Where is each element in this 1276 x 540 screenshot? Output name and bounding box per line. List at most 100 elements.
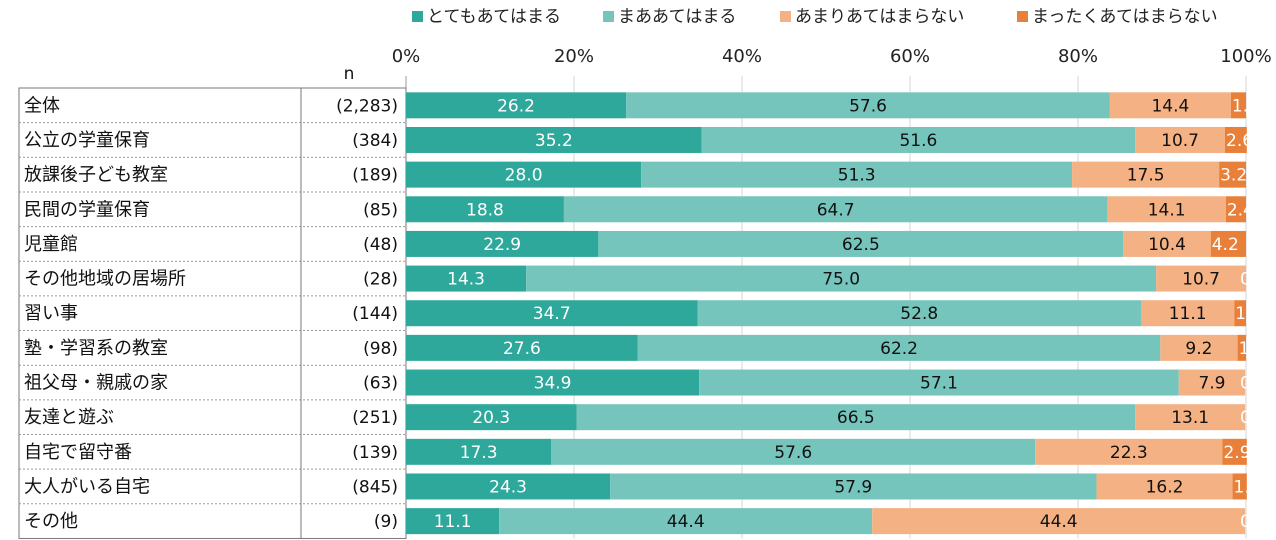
data-label: 28.0 <box>505 166 543 186</box>
category-label: 全体 <box>24 95 60 116</box>
data-label: 57.1 <box>920 374 958 394</box>
n-value: (98) <box>363 339 398 359</box>
data-label: 10.7 <box>1161 131 1199 151</box>
bar-segment <box>406 196 564 223</box>
bar-segment <box>406 404 577 431</box>
data-label: 17.3 <box>460 443 498 463</box>
data-label: 66.5 <box>837 408 875 428</box>
bar-segment <box>406 369 700 396</box>
bar-segment <box>1160 334 1238 361</box>
data-label: 51.6 <box>899 131 937 151</box>
data-label: 62.5 <box>842 235 880 255</box>
bar-segment <box>1035 438 1223 465</box>
bar-segment <box>1210 230 1246 257</box>
x-tick-label: 80% <box>1058 46 1098 67</box>
data-label: 9.2 <box>1185 339 1212 359</box>
bar-segment <box>1135 404 1246 431</box>
x-tick-label: 0% <box>392 46 421 67</box>
bar-segment <box>406 438 552 465</box>
bar-segment <box>610 473 1097 500</box>
data-label: 16.2 <box>1146 477 1184 497</box>
bar-segment <box>1072 161 1220 188</box>
n-header: n <box>344 64 355 84</box>
bar-segment <box>641 161 1073 188</box>
data-label: 52.8 <box>900 304 938 324</box>
legend-label: とてもあてはまる <box>427 7 561 27</box>
bar-segment <box>872 508 1246 535</box>
category-label: 児童館 <box>24 234 78 255</box>
bar-segment <box>1237 334 1246 361</box>
data-label: 57.6 <box>849 96 887 116</box>
data-label: 34.9 <box>534 374 572 394</box>
bar-segment <box>1096 473 1233 500</box>
category-label: 放課後子ども教室 <box>24 165 168 186</box>
x-axis: 0% 20% 40% 60% 80% 100% <box>392 46 1272 67</box>
category-label: 友達と遊ぶ <box>24 407 114 428</box>
data-label: 10.4 <box>1148 235 1186 255</box>
bar-segment <box>406 300 698 327</box>
n-value: (85) <box>363 200 398 220</box>
data-label: 14.3 <box>447 270 485 290</box>
category-label: 公立の学童保育 <box>24 130 150 151</box>
category-label: 大人がいる自宅 <box>24 476 150 497</box>
data-label: 35.2 <box>535 131 573 151</box>
data-label: 0.0 <box>1240 408 1267 428</box>
data-label: 7.9 <box>1198 374 1225 394</box>
category-label: 塾・学習系の教室 <box>24 337 168 359</box>
bar-segment <box>526 265 1157 292</box>
bar-segment <box>499 508 873 535</box>
bar-segment <box>1234 300 1246 327</box>
bar-segment <box>406 230 599 257</box>
data-label: 11.1 <box>434 512 472 532</box>
data-label: 62.2 <box>880 339 918 359</box>
data-label: 34.7 <box>533 304 571 324</box>
bar-segment <box>406 92 627 119</box>
data-label: 10.7 <box>1182 270 1220 290</box>
data-label: 0.0 <box>1240 374 1267 394</box>
n-value: (9) <box>374 512 398 532</box>
n-value: (251) <box>352 408 398 428</box>
data-label: 22.9 <box>483 235 521 255</box>
bar-segment <box>699 369 1179 396</box>
bar-segment <box>1123 230 1211 257</box>
data-label: 3.2 <box>1220 166 1247 186</box>
data-label: 1.8 <box>1232 96 1259 116</box>
bar-segment <box>1141 300 1235 327</box>
data-label: 1.0 <box>1239 339 1266 359</box>
data-label: 18.8 <box>466 200 504 220</box>
data-label: 14.4 <box>1151 96 1189 116</box>
data-label: 26.2 <box>497 96 535 116</box>
legend-label: まったくあてはまらない <box>1032 7 1218 27</box>
data-label: 17.5 <box>1127 166 1165 186</box>
n-value: (28) <box>363 270 398 290</box>
bar-segment <box>551 438 1036 465</box>
data-label: 44.4 <box>667 512 705 532</box>
legend-label: まああてはまる <box>618 7 736 27</box>
legend: とてもあてはまる まああてはまる あまりあてはまらない まったくあてはまらない <box>412 7 1218 27</box>
data-label: 2.9 <box>1223 443 1250 463</box>
n-value: (384) <box>352 131 398 151</box>
data-label: 2.6 <box>1226 131 1253 151</box>
n-value: (144) <box>352 304 398 324</box>
legend-swatch <box>412 11 423 22</box>
bar-segment <box>1219 161 1246 188</box>
data-label: 20.3 <box>472 408 510 428</box>
bar-segment <box>1109 92 1231 119</box>
x-tick-label: 40% <box>722 46 762 67</box>
data-label: 44.4 <box>1040 512 1078 532</box>
bar-segment <box>563 196 1108 223</box>
data-label: 22.3 <box>1110 443 1148 463</box>
data-label: 11.1 <box>1169 304 1207 324</box>
bar-segment <box>1178 369 1246 396</box>
bar-segment <box>701 126 1136 153</box>
bar-segment <box>637 334 1161 361</box>
legend-swatch <box>603 11 614 22</box>
data-label: 64.7 <box>817 200 855 220</box>
n-value: (189) <box>352 166 398 186</box>
bar-segment <box>406 161 642 188</box>
data-label: 13.1 <box>1171 408 1209 428</box>
data-label: 2.4 <box>1227 200 1254 220</box>
category-table: n 全体 (2,283) 公立の学童保育 (384) 放課後子ども教室 (189) 民間の学童… <box>18 64 407 539</box>
x-tick-label: 20% <box>554 46 594 67</box>
data-label: 1.7 <box>1234 477 1261 497</box>
